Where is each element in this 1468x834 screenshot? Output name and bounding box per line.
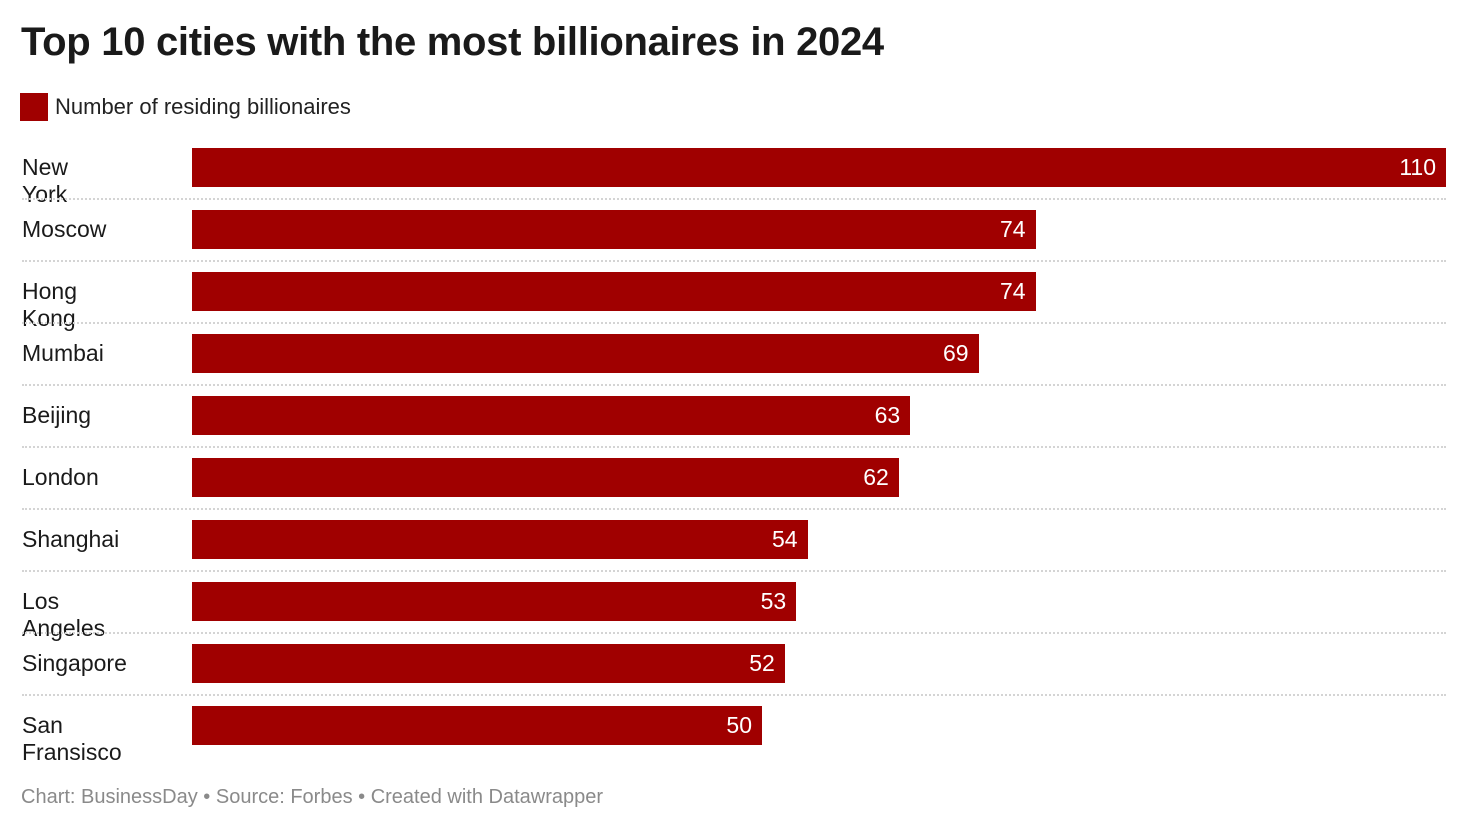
row-separator [22, 198, 1446, 200]
data-label: 69 [943, 340, 969, 366]
row-separator [22, 570, 1446, 572]
category-label: Beijing [22, 402, 92, 428]
bar [192, 458, 899, 497]
bar [192, 706, 762, 745]
row-separator [22, 322, 1446, 324]
bar [192, 334, 979, 373]
data-label: 53 [760, 588, 787, 614]
legend-swatch [20, 93, 48, 121]
data-label: 52 [749, 650, 775, 676]
bar [192, 272, 1036, 311]
chart-footer: Chart: BusinessDay • Source: Forbes • Cr… [21, 786, 604, 808]
category-label: Shanghai [22, 526, 120, 552]
bar [192, 644, 785, 683]
data-label: 74 [1000, 278, 1026, 304]
bar [192, 582, 797, 621]
bar [192, 520, 808, 559]
data-label: 50 [726, 712, 752, 738]
data-label: 63 [874, 402, 901, 428]
row-separator [22, 632, 1446, 634]
category-label: London [22, 464, 99, 490]
row-separator [22, 508, 1446, 510]
category-label: New York [22, 154, 69, 207]
bar [192, 210, 1036, 249]
data-label: 110 [1399, 154, 1436, 180]
row-separator [22, 384, 1446, 386]
data-label: 54 [772, 526, 798, 552]
legend: Number of residing billionaires [20, 93, 351, 121]
bar [192, 396, 911, 435]
category-label: Hong Kong [22, 278, 77, 331]
chart-title: Top 10 cities with the most billionaires… [21, 20, 884, 64]
row-separator [22, 446, 1446, 448]
data-label: 62 [863, 464, 889, 490]
row-separator [22, 694, 1446, 696]
category-label: San Fransisco [22, 712, 122, 765]
category-label: Moscow [22, 216, 107, 242]
legend-label: Number of residing billionaires [55, 94, 351, 119]
row-separator [22, 260, 1446, 262]
bar [192, 148, 1446, 187]
category-label: Mumbai [22, 340, 104, 366]
category-label: Los Angeles [22, 588, 106, 641]
data-label: 74 [1000, 216, 1026, 242]
category-label: Singapore [22, 650, 127, 676]
